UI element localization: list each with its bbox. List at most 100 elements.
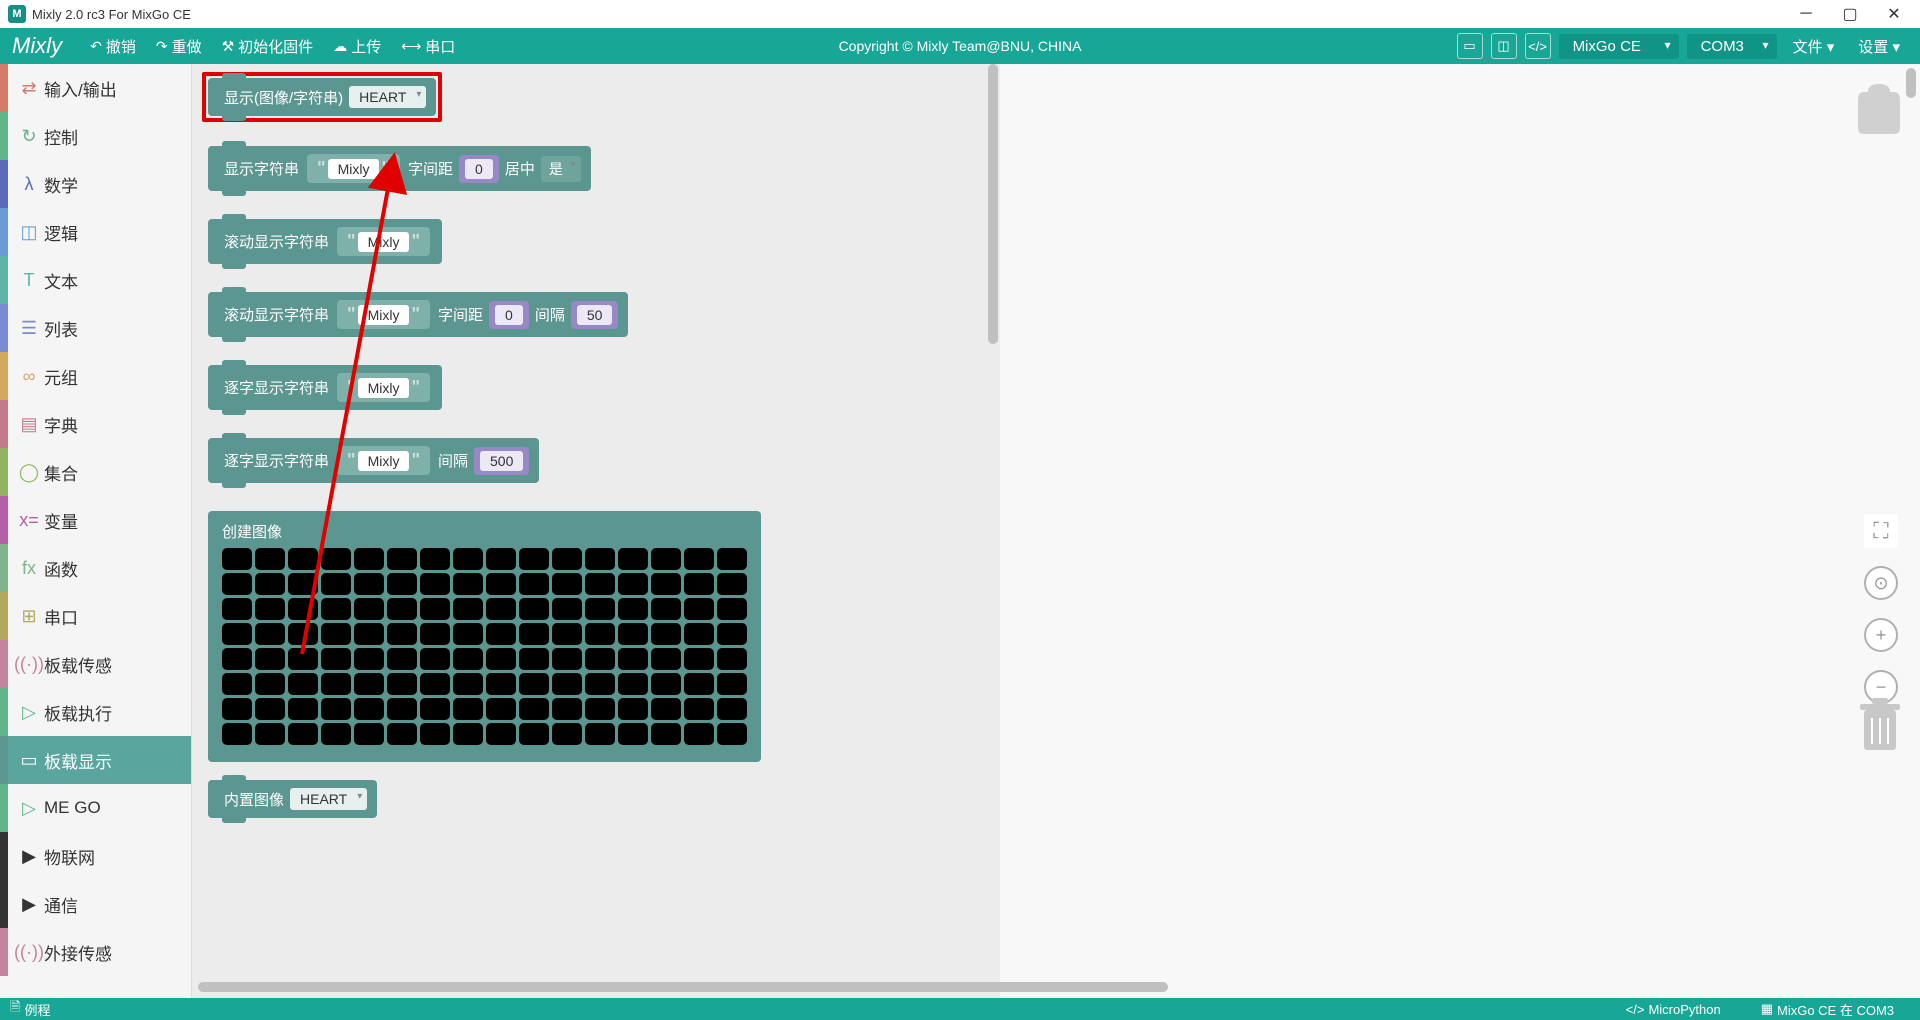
pixel-cell[interactable] [717, 648, 747, 670]
pixel-cell[interactable] [321, 673, 351, 695]
category-通信[interactable]: ▶通信 [0, 880, 191, 928]
image-dropdown[interactable]: HEART [349, 86, 426, 108]
pixel-cell[interactable] [585, 623, 615, 645]
category-板载执行[interactable]: ▷板载执行 [0, 688, 191, 736]
pixel-cell[interactable] [552, 573, 582, 595]
pixel-cell[interactable] [387, 723, 417, 745]
redo-button[interactable]: ↷重做 [146, 28, 212, 64]
close-button[interactable]: ✕ [1884, 4, 1904, 24]
pixel-cell[interactable] [453, 723, 483, 745]
pixel-cell[interactable] [618, 723, 648, 745]
settings-menu[interactable]: 设置 ▾ [1850, 32, 1908, 61]
pixel-cell[interactable] [387, 598, 417, 620]
pixel-cell[interactable] [321, 648, 351, 670]
pixel-cell[interactable] [288, 673, 318, 695]
pixel-cell[interactable] [321, 623, 351, 645]
pixel-cell[interactable] [618, 548, 648, 570]
pixel-cell[interactable] [387, 573, 417, 595]
pixel-cell[interactable] [486, 673, 516, 695]
category-板载传感[interactable]: ((·))板载传感 [0, 640, 191, 688]
category-ME GO[interactable]: ▷ME GO [0, 784, 191, 832]
pixel-cell[interactable] [486, 723, 516, 745]
pixel-cell[interactable] [288, 548, 318, 570]
pixel-cell[interactable] [354, 673, 384, 695]
minimize-button[interactable]: ─ [1796, 4, 1816, 24]
pixel-cell[interactable] [618, 598, 648, 620]
pixel-cell[interactable] [255, 623, 285, 645]
pixel-cell[interactable] [420, 598, 450, 620]
pixel-cell[interactable] [717, 598, 747, 620]
pixel-cell[interactable] [222, 723, 252, 745]
pixel-cell[interactable] [552, 698, 582, 720]
pixel-cell[interactable] [585, 548, 615, 570]
pixel-cell[interactable] [354, 598, 384, 620]
pixel-cell[interactable] [354, 698, 384, 720]
pixel-cell[interactable] [585, 573, 615, 595]
pixel-cell[interactable] [684, 548, 714, 570]
category-字典[interactable]: ▤字典 [0, 400, 191, 448]
pixel-cell[interactable] [585, 698, 615, 720]
fullscreen-button[interactable]: ⛶ [1864, 514, 1898, 548]
pixel-cell[interactable] [222, 698, 252, 720]
pixel-cell[interactable] [255, 698, 285, 720]
pixel-cell[interactable] [354, 623, 384, 645]
pixel-cell[interactable] [717, 698, 747, 720]
pixel-cell[interactable] [552, 548, 582, 570]
block-scroll-string-opts[interactable]: 滚动显示字符串 "Mixly" 字间距 0 间隔 50 [208, 292, 628, 337]
category-串口[interactable]: ⊞串口 [0, 592, 191, 640]
pixel-cell[interactable] [585, 723, 615, 745]
trash-icon[interactable] [1858, 698, 1902, 759]
block-scroll-string[interactable]: 滚动显示字符串 "Mixly" [208, 219, 442, 264]
pixel-cell[interactable] [486, 648, 516, 670]
pixel-cell[interactable] [618, 648, 648, 670]
pixel-cell[interactable] [354, 573, 384, 595]
block-create-image[interactable]: 创建图像 [208, 511, 761, 762]
pixel-cell[interactable] [387, 623, 417, 645]
pixel-cell[interactable] [552, 723, 582, 745]
pixel-cell[interactable] [420, 648, 450, 670]
category-文本[interactable]: T文本 [0, 256, 191, 304]
pixel-cell[interactable] [585, 598, 615, 620]
status-lang[interactable]: </>MicroPython [1626, 1000, 1721, 1019]
pixel-cell[interactable] [684, 698, 714, 720]
block-display-string[interactable]: 显示字符串 "Mixly" 字间距 0 居中 是 [208, 146, 591, 191]
category-输入/输出[interactable]: ⇄输入/输出 [0, 64, 191, 112]
pixel-cell[interactable] [684, 573, 714, 595]
flyout-scrollbar[interactable] [988, 64, 998, 344]
pixel-grid[interactable] [222, 548, 747, 745]
layout-button-1[interactable]: ▭ [1457, 33, 1483, 59]
pixel-cell[interactable] [684, 598, 714, 620]
workspace[interactable]: 显示(图像/字符串) HEART 显示字符串 "Mixly" 字间距 0 居中 … [192, 64, 1920, 998]
category-函数[interactable]: fx函数 [0, 544, 191, 592]
category-物联网[interactable]: ▶物联网 [0, 832, 191, 880]
workspace-scrollbar-h[interactable] [198, 982, 1168, 992]
category-列表[interactable]: ☰列表 [0, 304, 191, 352]
pixel-cell[interactable] [387, 673, 417, 695]
port-select[interactable]: COM3 [1687, 34, 1777, 59]
pixel-cell[interactable] [222, 648, 252, 670]
pixel-cell[interactable] [519, 548, 549, 570]
pixel-cell[interactable] [519, 723, 549, 745]
pixel-cell[interactable] [288, 648, 318, 670]
pixel-cell[interactable] [618, 698, 648, 720]
pixel-cell[interactable] [288, 598, 318, 620]
pixel-cell[interactable] [486, 598, 516, 620]
pixel-cell[interactable] [321, 573, 351, 595]
pixel-cell[interactable] [651, 673, 681, 695]
block-charbychar-opts[interactable]: 逐字显示字符串 "Mixly" 间隔 500 [208, 438, 539, 483]
pixel-cell[interactable] [222, 548, 252, 570]
code-view-button[interactable]: </> [1525, 33, 1551, 59]
pixel-cell[interactable] [288, 723, 318, 745]
pixel-cell[interactable] [651, 698, 681, 720]
pixel-cell[interactable] [321, 548, 351, 570]
pixel-cell[interactable] [684, 673, 714, 695]
pixel-cell[interactable] [552, 598, 582, 620]
category-逻辑[interactable]: ◫逻辑 [0, 208, 191, 256]
pixel-cell[interactable] [717, 623, 747, 645]
pixel-cell[interactable] [255, 723, 285, 745]
pixel-cell[interactable] [387, 648, 417, 670]
pixel-cell[interactable] [585, 648, 615, 670]
pixel-cell[interactable] [387, 698, 417, 720]
workspace-scrollbar-v[interactable] [1906, 68, 1916, 98]
pixel-cell[interactable] [486, 573, 516, 595]
